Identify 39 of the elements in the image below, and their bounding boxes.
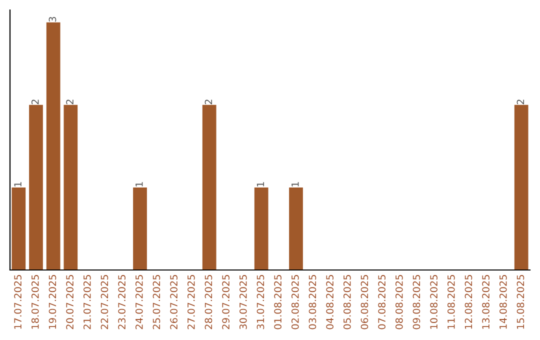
data-label: 1	[14, 182, 22, 186]
x-tick-label: 15.08.2025	[516, 275, 524, 329]
x-tick-label: 23.07.2025	[118, 275, 126, 330]
x-tick-label: 04.08.2025	[326, 275, 334, 330]
x-tick-label: 21.07.2025	[83, 275, 91, 330]
x-tick-label: 03.08.2025	[308, 275, 316, 330]
x-tick-label: 11.08.2025	[447, 275, 455, 329]
data-label: 2	[204, 100, 212, 104]
x-tick-label: 09.08.2025	[412, 275, 420, 330]
x-tick-label: 20.07.2025	[66, 275, 74, 330]
x-tick-label: 18.07.2025	[31, 275, 39, 329]
data-label: 1	[256, 182, 264, 186]
x-tick-label: 30.07.2025	[239, 275, 247, 330]
x-tick-label: 06.08.2025	[360, 275, 368, 330]
x-tick-label: 13.08.2025	[482, 275, 490, 329]
data-label: 2	[66, 100, 74, 104]
data-label: 1	[292, 182, 299, 186]
x-tick-label: 29.07.2025	[222, 275, 230, 330]
x-tick-label: 27.07.2025	[187, 275, 195, 330]
x-tick-label: 07.08.2025	[378, 275, 386, 330]
x-tick-label: 28.07.2025	[204, 275, 212, 330]
x-tick-label: 22.07.2025	[100, 275, 108, 330]
x-tick-label: 25.07.2025	[152, 275, 160, 330]
x-tick-label: 08.08.2025	[395, 275, 403, 330]
x-tick-label: 17.07.2025	[14, 275, 22, 329]
data-label: 2	[516, 100, 524, 104]
data-label: 2	[31, 100, 39, 104]
x-tick-label: 24.07.2025	[135, 275, 143, 330]
x-tick-label: 31.07.2025	[256, 275, 264, 330]
data-label: 1	[136, 182, 143, 186]
x-tick-label: 10.08.2025	[430, 275, 438, 329]
data-label: 3	[48, 16, 56, 22]
x-tick-label: 02.08.2025	[291, 275, 299, 330]
x-tick-label: 12.08.2025	[464, 275, 472, 329]
x-tick-label: 19.07.2025	[48, 275, 56, 329]
x-tick-label: 05.08.2025	[343, 275, 351, 330]
x-tick-label: 14.08.2025	[499, 275, 507, 329]
x-tick-label: 01.08.2025	[274, 275, 282, 330]
x-tick-label: 26.07.2025	[170, 275, 178, 330]
